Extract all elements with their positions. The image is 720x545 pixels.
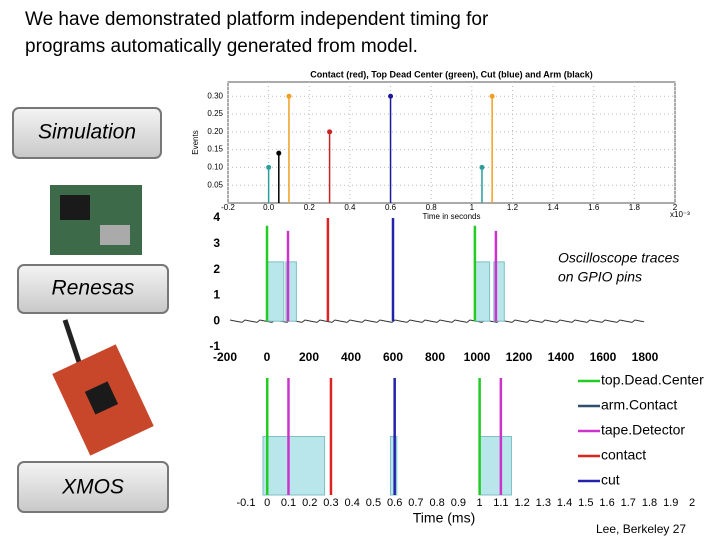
label-box: [12, 107, 162, 159]
x-tick-label: 200: [299, 350, 319, 364]
x-tick-label: -0.2: [221, 203, 235, 212]
x-tick-label: 0.9: [451, 497, 466, 509]
annotation: on GPIO pins: [558, 269, 642, 285]
board-chip: [84, 381, 119, 415]
x-tick-label: 0.1: [281, 497, 296, 509]
x-tick-label: 1.3: [536, 497, 551, 509]
label: Renesas: [52, 277, 135, 300]
legend-label: tape.Detector: [601, 422, 685, 438]
x-tick-label: 1.5: [578, 497, 593, 509]
y-tick-label: 0.20: [207, 127, 223, 136]
x-tick-label: 1.8: [642, 497, 657, 509]
title-line: We have demonstrated platform independen…: [25, 9, 489, 30]
cable: [62, 319, 83, 366]
x-axis-label: Time (ms): [413, 510, 475, 526]
x-tick-label: 1.2: [514, 497, 529, 509]
x-tick-label: 0.2: [304, 203, 316, 212]
legend-label: arm.Contact: [601, 397, 677, 413]
stem-head: [489, 93, 495, 99]
y-tick-label: 0.10: [207, 163, 223, 172]
x-tick-label: 2: [689, 497, 695, 509]
x-tick-label: 1.6: [588, 203, 600, 212]
x-tick-label: 0.2: [302, 497, 317, 509]
plot-frame: [227, 81, 676, 204]
stem-head: [327, 129, 333, 135]
y-tick-label: 3: [213, 236, 220, 250]
x-tick-label: 0.4: [344, 203, 356, 212]
pulse: [479, 436, 512, 496]
x-tick-label: -0.1: [237, 497, 256, 509]
label: Simulation: [38, 121, 136, 144]
stem-head: [286, 93, 292, 99]
stem-head: [266, 164, 272, 170]
y-tick-label: -1: [209, 339, 220, 353]
legend-label: top.Dead.Center: [601, 372, 704, 388]
x-tick-label: 1.4: [548, 203, 560, 212]
stem-head: [479, 164, 485, 170]
x-tick-label: 1200: [506, 350, 533, 364]
y-tick-label: 0.30: [207, 91, 223, 100]
x-tick-label: 1600: [590, 350, 617, 364]
x-multiplier: x10⁻³: [670, 210, 690, 219]
x-tick-label: 1.1: [493, 497, 508, 509]
x-tick-label: 600: [383, 350, 403, 364]
x-tick-label: 1.4: [557, 497, 572, 509]
x-tick-label: 0.6: [387, 497, 402, 509]
x-tick-label: 0.6: [385, 203, 397, 212]
board-chip: [60, 195, 90, 220]
annotation: Oscilloscope traces: [558, 250, 679, 266]
y-tick-label: 0.15: [207, 145, 223, 154]
y-tick-label: 2: [213, 262, 220, 276]
y-tick-label: 1: [213, 288, 220, 302]
x-tick-label: 800: [425, 350, 445, 364]
pulse: [266, 261, 285, 322]
x-tick-label: 1.7: [621, 497, 636, 509]
x-tick-label: 0: [264, 497, 270, 509]
label-box: [17, 264, 169, 314]
x-tick-label: -200: [213, 350, 237, 364]
label: XMOS: [61, 476, 124, 499]
x-tick-label: 1000: [464, 350, 491, 364]
x-tick-label: 400: [341, 350, 361, 364]
legend-label: contact: [601, 447, 646, 463]
x-tick-label: 1400: [548, 350, 575, 364]
pulse: [262, 436, 326, 496]
label-box: [17, 461, 169, 513]
x-tick-label: 0.8: [429, 497, 444, 509]
x-tick-label: 1.2: [507, 203, 519, 212]
y-axis-label: Events: [191, 130, 200, 154]
footer: Lee, Berkeley 27: [596, 522, 686, 536]
pulse: [493, 261, 505, 322]
noise-trace: [229, 319, 645, 323]
pulse: [285, 261, 297, 322]
x-tick-label: 0.7: [408, 497, 423, 509]
pulse: [474, 261, 491, 322]
legend-label: cut: [601, 472, 620, 488]
chart-title: Contact (red), Top Dead Center (green), …: [310, 69, 593, 79]
stem-head: [276, 150, 282, 156]
x-tick-label: 1.6: [599, 497, 614, 509]
x-tick-label: 0: [264, 350, 271, 364]
y-tick-label: 0: [213, 313, 220, 327]
x-tick-label: 0.4: [345, 497, 360, 509]
x-tick-label: 0.8: [426, 203, 438, 212]
y-tick-label: 0.25: [207, 109, 223, 118]
x-tick-label: 1.8: [629, 203, 641, 212]
x-tick-label: 1.9: [663, 497, 678, 509]
x-axis-label: Time in seconds: [423, 212, 481, 221]
title-line: programs automatically generated from mo…: [25, 36, 418, 57]
x-tick-label: 1800: [632, 350, 659, 364]
y-tick-label: 4: [213, 210, 220, 224]
x-tick-label: 1: [477, 497, 483, 509]
stem-head: [388, 93, 394, 99]
x-tick-label: 0.0: [263, 203, 275, 212]
x-tick-label: 1: [470, 203, 475, 212]
x-tick-label: 0.5: [366, 497, 381, 509]
x-tick-label: 0.3: [323, 497, 338, 509]
board-chip: [100, 225, 130, 245]
y-tick-label: 0.05: [207, 180, 223, 189]
x-tick-label: 2: [673, 203, 678, 212]
